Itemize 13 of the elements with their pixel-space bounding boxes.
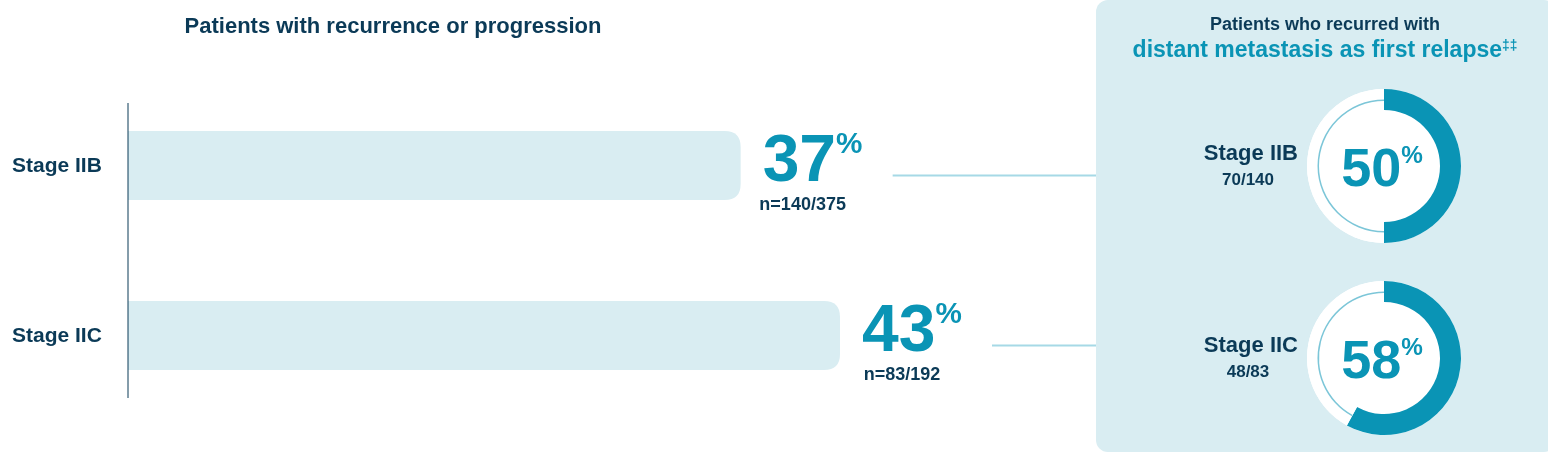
text: 48/83 xyxy=(1226,362,1270,381)
text: Stage IIC xyxy=(1203,332,1299,357)
text: Stage IIB xyxy=(1203,140,1298,165)
chart-title: Patients with recurrence or progression xyxy=(184,13,602,38)
chart-subtitle: distant metastasis as first relapse$^{‡‡}$ xyxy=(1132,36,1518,62)
data-label: 43$^{%}$ xyxy=(862,290,962,365)
chart-title: Patients who recurred with xyxy=(1209,14,1441,34)
text: 50$^{%}$ xyxy=(1341,137,1423,197)
data-label: 37$^{%}$ xyxy=(762,120,863,195)
text: 58$^{%}$ xyxy=(1341,329,1423,389)
text: 70/140 xyxy=(1222,170,1274,189)
annotation: n=83/192 xyxy=(863,364,941,384)
annotation: n=140/375 xyxy=(759,194,846,215)
